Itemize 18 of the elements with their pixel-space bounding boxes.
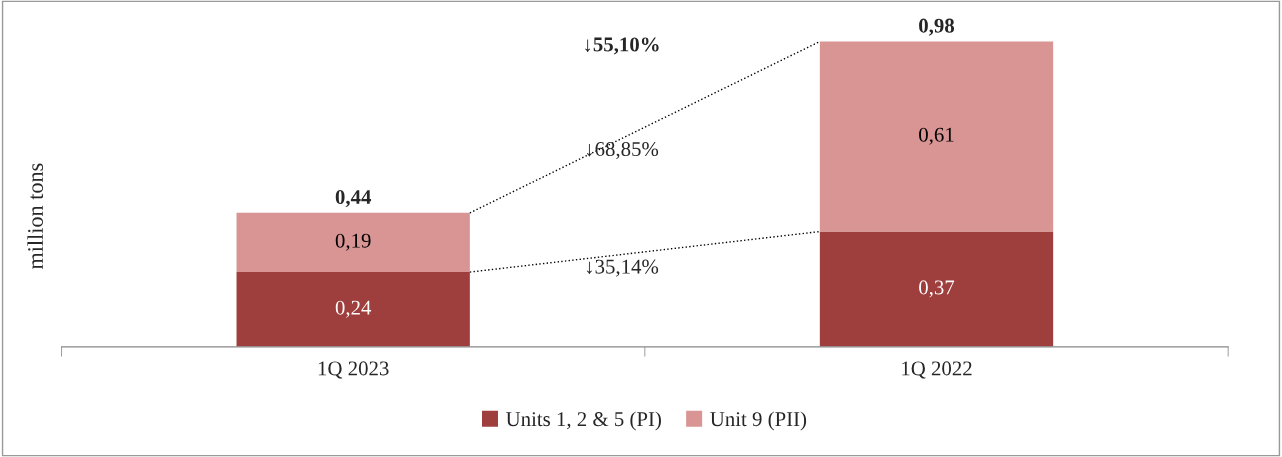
bar bbox=[819, 41, 1054, 232]
data-label: 0,24 bbox=[335, 300, 372, 318]
legend-label: Unit 9 (PII) bbox=[710, 411, 807, 431]
total-label: 0,44 bbox=[335, 190, 372, 208]
x-tick-label: 1Q 2023 bbox=[318, 361, 389, 379]
annotation: ↓68,85% bbox=[586, 141, 659, 160]
x-tick-label: 1Q 2022 bbox=[902, 361, 972, 379]
bar bbox=[236, 212, 470, 273]
data-label: 0,37 bbox=[919, 280, 955, 298]
bar bbox=[819, 231, 1054, 347]
y-axis-title: million tons bbox=[27, 163, 44, 270]
data-label: 0,61 bbox=[919, 127, 954, 145]
annotation: ↓35,14% bbox=[586, 259, 659, 277]
total-label: 0,98 bbox=[919, 18, 955, 36]
legend-label: Units 1, 2 & 5 (PI) bbox=[506, 411, 661, 431]
data-label: 0,19 bbox=[335, 233, 371, 251]
bar bbox=[236, 272, 470, 347]
annotation: ↓55,10% bbox=[585, 37, 659, 55]
